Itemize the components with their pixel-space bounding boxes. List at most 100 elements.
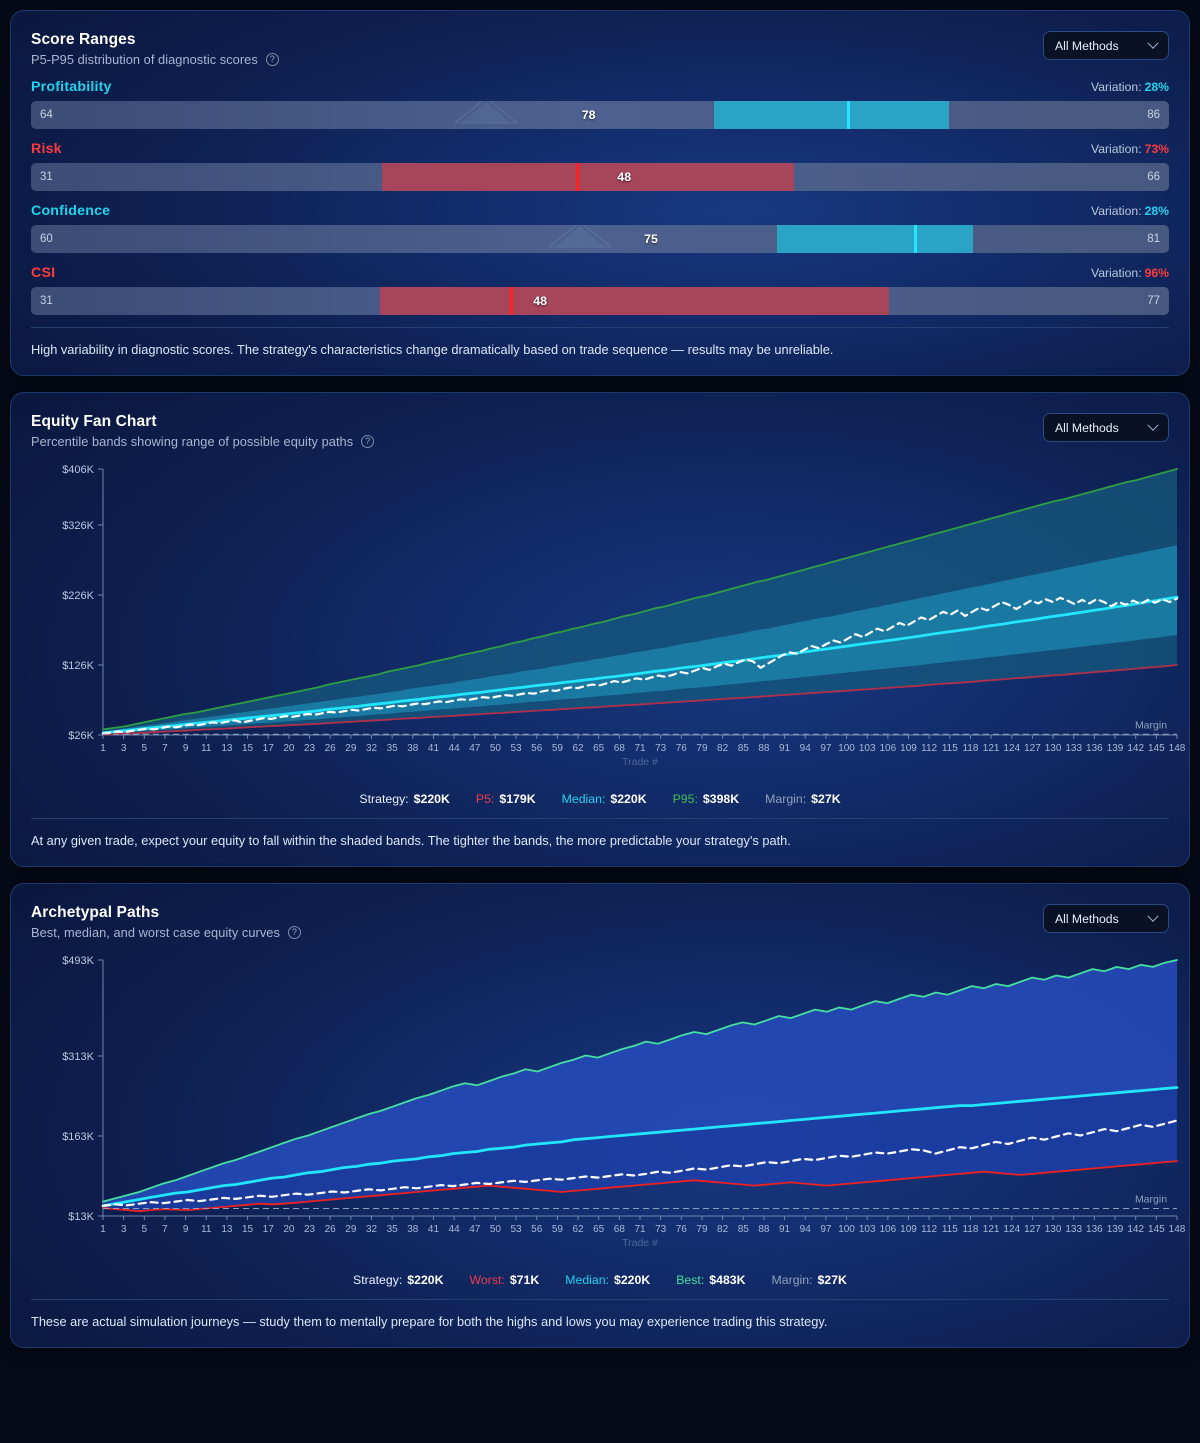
score-range-bar[interactable]: 60 81 75 [31, 225, 1169, 253]
svg-text:145: 145 [1148, 743, 1165, 754]
card-subtitle: P5-P95 distribution of diagnostic scores [31, 52, 258, 67]
equity-fan-footnote: At any given trade, expect your equity t… [31, 818, 1169, 866]
svg-text:148: 148 [1169, 743, 1186, 754]
svg-text:7: 7 [162, 743, 168, 754]
svg-text:15: 15 [242, 743, 254, 754]
margin-label: Margin [1135, 719, 1167, 731]
score-min-value: 60 [40, 233, 53, 245]
svg-text:85: 85 [738, 743, 750, 754]
legend-item: Strategy: $220K [353, 1273, 443, 1287]
svg-text:9: 9 [183, 1224, 189, 1235]
series-best [102, 959, 1178, 1203]
score-row: Confidence Variation: 28% 60 81 75 [31, 203, 1169, 253]
svg-text:32: 32 [366, 743, 378, 754]
svg-text:139: 139 [1107, 743, 1124, 754]
legend-key: P95: [672, 792, 698, 806]
equity-fan-title: Equity Fan Chart [31, 413, 157, 430]
variation-value: 28% [1144, 204, 1169, 218]
svg-text:$26K: $26K [68, 730, 94, 742]
score-range-bar[interactable]: 31 66 48 [31, 163, 1169, 191]
svg-text:88: 88 [758, 743, 770, 754]
svg-text:23: 23 [304, 1224, 316, 1235]
legend-key: Strategy: [359, 792, 409, 806]
x-axis-title: Trade # [622, 756, 658, 768]
svg-text:$406K: $406K [62, 464, 94, 476]
svg-text:47: 47 [469, 743, 481, 754]
svg-text:100: 100 [838, 743, 855, 754]
svg-text:88: 88 [758, 1224, 770, 1235]
score-range-bar[interactable]: 64 86 78 [31, 101, 1169, 129]
score-label: CSI [31, 265, 56, 281]
score-range-bar[interactable]: 31 77 48 [31, 287, 1169, 315]
svg-text:26: 26 [325, 743, 337, 754]
svg-text:94: 94 [800, 743, 812, 754]
legend-item: P5: $179K [476, 792, 536, 806]
svg-text:68: 68 [614, 1224, 626, 1235]
question-circle-icon[interactable]: ? [265, 53, 279, 66]
svg-text:13: 13 [221, 743, 233, 754]
svg-text:136: 136 [1086, 743, 1103, 754]
svg-text:20: 20 [283, 743, 295, 754]
method-filter-dropdown[interactable]: All Methods [1043, 31, 1169, 60]
svg-text:29: 29 [345, 1224, 357, 1235]
svg-text:9: 9 [183, 743, 189, 754]
svg-text:142: 142 [1127, 1224, 1144, 1235]
chevron-down-icon [1147, 37, 1159, 49]
svg-text:124: 124 [1003, 1224, 1020, 1235]
x-axis-title: Trade # [622, 1237, 658, 1249]
svg-text:124: 124 [1003, 743, 1020, 754]
svg-text:50: 50 [490, 743, 502, 754]
svg-text:20: 20 [283, 1224, 295, 1235]
archetypal-header: Archetypal Paths Best, median, and worst… [11, 884, 1189, 940]
variation-value: 96% [1144, 266, 1169, 280]
equity-fan-header: Equity Fan Chart Percentile bands showin… [11, 393, 1189, 449]
svg-text:121: 121 [983, 1224, 1000, 1235]
score-row-header: Risk Variation: 73% [31, 141, 1169, 157]
svg-text:91: 91 [779, 1224, 791, 1235]
score-band-fill [713, 101, 949, 129]
svg-text:100: 100 [838, 1224, 855, 1235]
svg-text:50: 50 [490, 1224, 502, 1235]
score-marker [575, 163, 579, 191]
question-circle-icon[interactable]: ? [361, 435, 375, 448]
svg-text:103: 103 [859, 743, 876, 754]
method-filter-dropdown-arch[interactable]: All Methods [1043, 904, 1169, 933]
svg-text:85: 85 [738, 1224, 750, 1235]
score-ranges-card: Score Ranges P5-P95 distribution of diag… [10, 10, 1190, 376]
score-band-fill [776, 225, 973, 253]
score-row: Risk Variation: 73% 31 66 48 [31, 141, 1169, 191]
svg-text:$326K: $326K [62, 520, 94, 532]
svg-text:11: 11 [201, 1224, 212, 1235]
svg-text:26: 26 [325, 1224, 337, 1235]
archetypal-title: Archetypal Paths [31, 904, 160, 921]
svg-text:76: 76 [676, 1224, 688, 1235]
variation-text: Variation: 96% [1091, 266, 1169, 280]
score-current-value: 78 [581, 108, 596, 122]
svg-text:91: 91 [779, 743, 791, 754]
series-p5 [102, 664, 1178, 736]
svg-text:5: 5 [142, 1224, 148, 1235]
equity-fan-subtitle: Percentile bands showing range of possib… [31, 434, 354, 449]
legend-value: $398K [702, 792, 740, 806]
method-filter-label: All Methods [1055, 420, 1119, 435]
question-circle-icon[interactable]: ? [287, 926, 301, 939]
legend-key: Margin: [771, 1273, 813, 1287]
legend-item: P95: $398K [673, 792, 740, 806]
svg-text:109: 109 [900, 743, 917, 754]
svg-text:1: 1 [100, 743, 106, 754]
svg-text:$163K: $163K [62, 1131, 94, 1143]
score-label: Risk [31, 141, 62, 157]
svg-text:$13K: $13K [68, 1211, 94, 1223]
margin-label: Margin [1135, 1194, 1167, 1206]
legend-value: $220K [613, 1273, 651, 1287]
method-filter-dropdown-fan[interactable]: All Methods [1043, 413, 1169, 442]
legend-value: $220K [407, 1273, 444, 1287]
score-marker [913, 225, 917, 253]
series-worst [102, 1160, 1178, 1213]
svg-text:65: 65 [593, 1224, 605, 1235]
svg-text:130: 130 [1045, 1224, 1062, 1235]
legend-value: $220K [413, 792, 450, 806]
equity-fan-legend: Strategy: $220K P5: $179K Median: $220K P95: $3… [11, 784, 1189, 806]
score-band-fill [380, 287, 890, 315]
